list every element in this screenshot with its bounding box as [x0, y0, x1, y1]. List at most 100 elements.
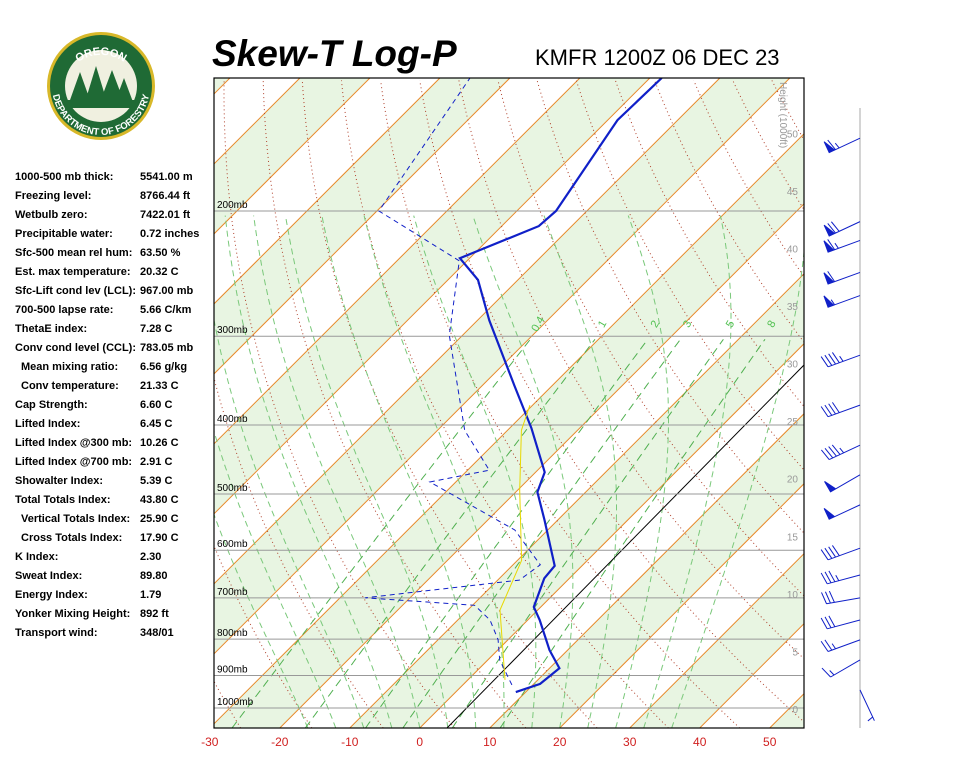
wind-barb — [824, 505, 860, 519]
x-tick-label: -30 — [201, 735, 219, 749]
stat-label: Showalter Index: — [15, 475, 103, 487]
height-label: 30 — [787, 360, 799, 371]
height-label: 40 — [787, 244, 799, 255]
wind-barb — [821, 545, 860, 559]
stat-value: 5.66 C/km — [140, 304, 192, 316]
x-tick-label: 0 — [416, 735, 423, 749]
wind-barb — [824, 296, 860, 308]
wind-barb — [824, 271, 860, 284]
stat-label: 700-500 lapse rate: — [15, 304, 113, 316]
x-tick-label: 50 — [763, 735, 777, 749]
wind-barb — [821, 402, 860, 416]
wind-barb — [821, 591, 860, 604]
isobar-label: 500mb — [217, 483, 248, 494]
stat-value: 20.32 C — [140, 266, 179, 278]
stat-label: Conv temperature: — [21, 380, 119, 392]
dry-adiabat — [850, 80, 960, 728]
isobar-label: 400mb — [217, 414, 248, 425]
station: KMFR 1200Z 06 DEC 23 — [535, 45, 780, 70]
stat-value: 1.79 — [140, 589, 161, 601]
stat-value: 6.56 g/kg — [140, 361, 187, 373]
stat-value: 6.60 C — [140, 399, 172, 411]
stat-value: 348/01 — [140, 627, 174, 639]
stat-value: 8766.44 ft — [140, 190, 190, 202]
isobar-label: 200mb — [217, 200, 248, 211]
stat-value: 967.00 mb — [140, 285, 193, 297]
stat-label: Cap Strength: — [15, 399, 88, 411]
stat-label: Freezing level: — [15, 190, 91, 202]
height-label: 15 — [787, 532, 799, 543]
stat-label: Lifted Index @300 mb: — [15, 437, 132, 449]
stat-label: Lifted Index: — [15, 418, 80, 430]
stat-value: 6.45 C — [140, 418, 172, 430]
wind-barb — [821, 640, 860, 652]
stat-label: Sfc-500 mean rel hum: — [15, 247, 132, 259]
height-label: 35 — [787, 302, 799, 313]
title: Skew-T Log-P — [212, 33, 457, 74]
wind-barb — [821, 445, 860, 460]
stat-value: 89.80 — [140, 570, 168, 582]
stat-value: 63.50 % — [140, 247, 181, 259]
x-tick-label: 30 — [623, 735, 637, 749]
stat-label: Mean mixing ratio: — [21, 361, 118, 373]
stat-label: Total Totals Index: — [15, 494, 111, 506]
height-label: 25 — [787, 417, 799, 428]
stat-value: 2.30 — [140, 551, 161, 563]
height-label: 10 — [787, 590, 799, 601]
stat-value: 5.39 C — [140, 475, 172, 487]
dry-adiabat — [929, 80, 960, 728]
x-tick-label: -10 — [341, 735, 359, 749]
wind-barb — [825, 475, 860, 492]
stat-value: 783.05 mb — [140, 342, 193, 354]
stat-value: 892 ft — [140, 608, 169, 620]
stat-label: Sfc-Lift cond lev (LCL): — [15, 285, 136, 297]
stat-value: 7.28 C — [140, 323, 172, 335]
x-tick-label: -20 — [271, 735, 289, 749]
wind-barb — [860, 690, 874, 721]
stat-label: 1000-500 mb thick: — [15, 171, 113, 183]
height-label: 0 — [792, 705, 798, 716]
stat-value: 25.90 C — [140, 513, 179, 525]
isobar-label: 800mb — [217, 628, 248, 639]
stat-value: 2.91 C — [140, 456, 172, 468]
isobar-label: 1000mb — [217, 697, 254, 708]
dry-adiabat — [889, 80, 960, 728]
stat-label: Est. max temperature: — [15, 266, 131, 278]
stat-value: 10.26 C — [140, 437, 179, 449]
stat-label: Yonker Mixing Height: — [15, 608, 130, 620]
stat-label: Vertical Totals Index: — [21, 513, 130, 525]
isobar-label: 900mb — [217, 664, 248, 675]
x-tick-label: 10 — [483, 735, 497, 749]
stat-label: Lifted Index @700 mb: — [15, 456, 132, 468]
stat-value: 17.90 C — [140, 532, 179, 544]
wind-barb — [821, 571, 860, 584]
wind-barb — [821, 616, 860, 629]
stat-label: Transport wind: — [15, 627, 98, 639]
isobar-label: 700mb — [217, 587, 248, 598]
stat-label: Cross Totals Index: — [21, 532, 122, 544]
height-label: 20 — [787, 475, 799, 486]
stat-value: 5541.00 m — [140, 171, 193, 183]
wind-barb — [824, 138, 860, 152]
height-label: 45 — [787, 187, 799, 198]
stat-label: Wetbulb zero: — [15, 209, 88, 221]
stat-label: Energy Index: — [15, 589, 88, 601]
wind-barb — [821, 352, 860, 366]
stat-value: 21.33 C — [140, 380, 179, 392]
stat-value: 43.80 C — [140, 494, 179, 506]
height-axis-label: Height (1000ft) — [777, 82, 788, 148]
stat-label: Conv cond level (CCL): — [15, 342, 136, 354]
stat-label: Sweat Index: — [15, 570, 82, 582]
logo: OREGON DEPARTMENT OF FORESTRY — [47, 32, 155, 140]
stat-value: 0.72 inches — [140, 228, 199, 240]
stat-label: ThetaE index: — [15, 323, 87, 335]
stats-table: 1000-500 mb thick: 5541.00 m Freezing leve… — [15, 171, 199, 639]
isotherm — [840, 78, 960, 728]
stat-value: 7422.01 ft — [140, 209, 190, 221]
height-label: 5 — [792, 647, 798, 658]
stat-label: Precipitable water: — [15, 228, 113, 240]
wind-barb — [824, 239, 860, 252]
isobar-label: 300mb — [217, 325, 248, 336]
x-tick-label: 20 — [553, 735, 567, 749]
